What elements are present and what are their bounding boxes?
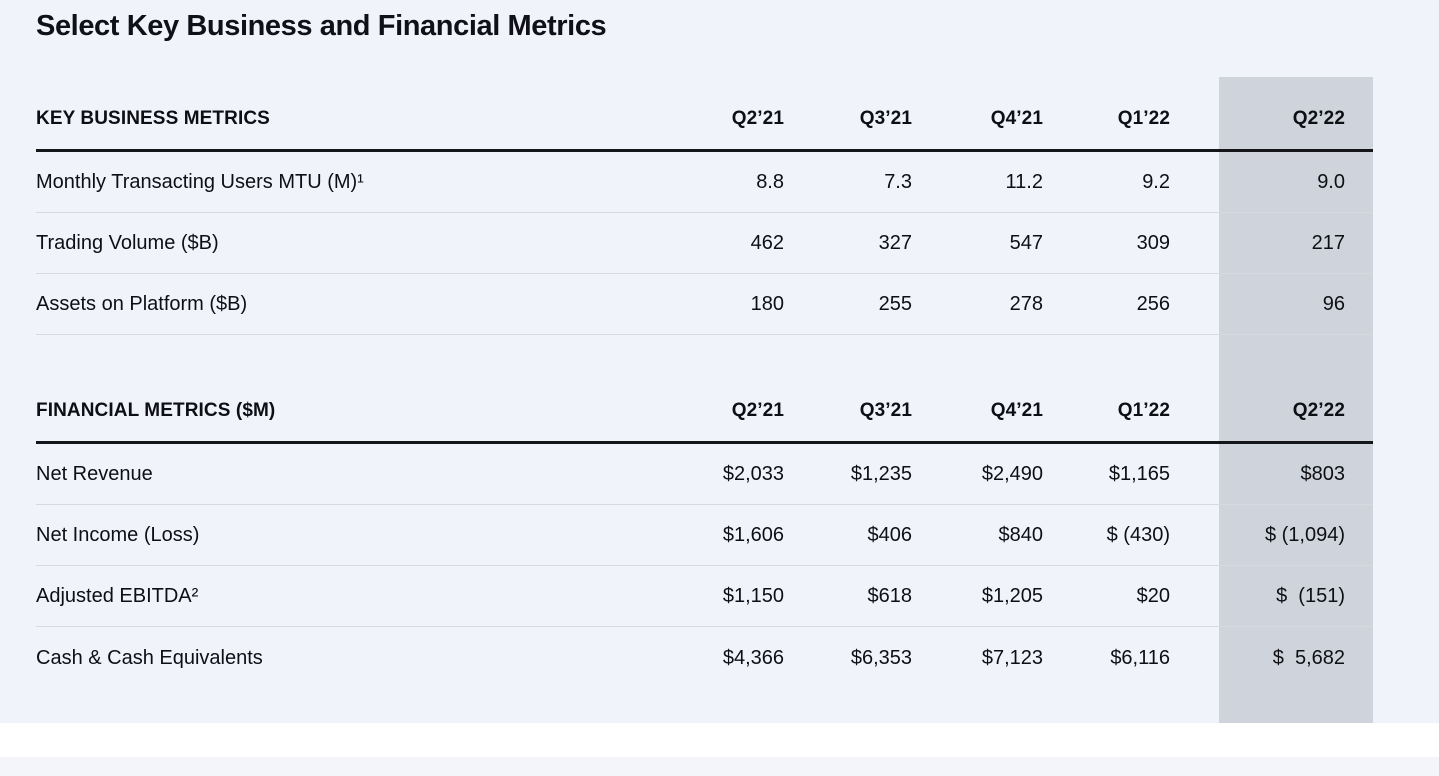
table-row: Net Income (Loss) $1,606 $406 $840 $ (43… [36,505,1373,566]
section-gap-band [0,723,1439,757]
metric-value: $618 [867,585,913,607]
metric-value: 7.3 [884,171,912,193]
table-row: Monthly Transacting Users MTU (M)¹ 8.8 7… [36,152,1373,213]
metric-value: $803 [1300,463,1346,485]
metric-label: Adjusted EBITDA² [36,585,199,607]
highlight-current-quarter-column [1219,77,1373,723]
metric-value: $406 [867,524,913,546]
metric-value: $2,033 [722,463,784,485]
metric-value: 11.2 [1005,171,1043,193]
next-section-edge-band [0,757,1439,776]
metric-label: Net Income (Loss) [36,524,200,546]
metric-label: Assets on Platform ($B) [36,293,248,315]
quarter-column-header: Q1’22 [1117,107,1170,129]
metric-value: 255 [878,293,912,315]
metric-value: $1,205 [981,585,1043,607]
quarter-column-header: Q3’21 [859,399,912,421]
metric-value: 9.2 [1142,171,1170,193]
metric-value: $7,123 [981,646,1043,669]
metrics-sheet: Select Key Business and Financial Metric… [0,0,1439,723]
metric-label: Cash & Cash Equivalents [36,646,263,669]
metric-value: 278 [1009,293,1043,315]
quarter-column-header: Q1’22 [1117,399,1170,421]
metric-value: $1,165 [1108,463,1170,485]
metric-value: $6,353 [850,646,912,669]
metric-value: 462 [750,232,784,254]
metric-label: Monthly Transacting Users MTU (M)¹ [36,171,364,193]
metric-value: $ 5,682 [1272,646,1345,669]
financial-metrics-table: FINANCIAL METRICS ($M) Q2’21 Q3’21 Q4’21… [36,371,1373,688]
key-business-metrics-table: KEY BUSINESS METRICS Q2’21 Q3’21 Q4’21 Q… [36,79,1373,335]
metric-value: 8.8 [756,171,784,193]
metric-value: $4,366 [722,646,784,669]
metric-value: 180 [750,293,784,315]
table-row: Cash & Cash Equivalents $4,366 $6,353 $7… [36,627,1373,688]
quarter-column-header: Q3’21 [859,107,912,129]
metric-value: 309 [1136,232,1170,254]
metric-value: 547 [1009,232,1043,254]
metric-value: $2,490 [981,463,1043,485]
table-row: Assets on Platform ($B) 180 255 278 256 … [36,274,1373,335]
table-row: Net Revenue $2,033 $1,235 $2,490 $1,165 … [36,444,1373,505]
metric-value: $6,116 [1110,646,1170,669]
page-title: Select Key Business and Financial Metric… [36,10,607,42]
section-header: FINANCIAL METRICS ($M) [36,399,276,421]
metric-value: 327 [878,232,912,254]
section-header: KEY BUSINESS METRICS [36,107,270,129]
table-row: Adjusted EBITDA² $1,150 $618 $1,205 $20 … [36,566,1373,627]
quarter-column-header: Q4’21 [990,399,1043,421]
quarter-column-header: Q2’22 [1292,107,1345,129]
metric-value: $1,235 [850,463,912,485]
metric-value: $1,150 [722,585,784,607]
metric-value: 9.0 [1317,171,1345,193]
metric-value: $ (1,094) [1264,524,1345,546]
quarter-column-header: Q2’21 [731,107,784,129]
quarter-column-header: Q4’21 [990,107,1043,129]
quarter-column-header: Q2’22 [1292,399,1345,421]
table-header-row: KEY BUSINESS METRICS Q2’21 Q3’21 Q4’21 Q… [36,79,1373,152]
metric-value: 256 [1136,293,1170,315]
table-header-row: FINANCIAL METRICS ($M) Q2’21 Q3’21 Q4’21… [36,371,1373,444]
metric-value: $1,606 [722,524,784,546]
metric-value: 96 [1322,293,1345,315]
metric-value: $840 [998,524,1044,546]
metric-label: Net Revenue [36,463,153,485]
table-row: Trading Volume ($B) 462 327 547 309 217 [36,213,1373,274]
quarter-column-header: Q2’21 [731,399,784,421]
metric-value: $20 [1136,585,1170,607]
metric-value: $ (430) [1106,524,1170,546]
metric-value: $ (151) [1276,585,1345,607]
metric-value: 217 [1311,232,1345,254]
metric-label: Trading Volume ($B) [36,232,219,254]
